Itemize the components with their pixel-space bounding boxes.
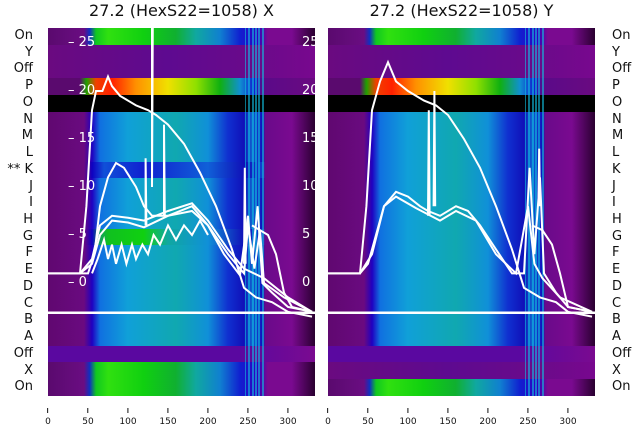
series-line xyxy=(91,218,209,274)
row-label: L xyxy=(25,145,33,161)
row-label: On xyxy=(14,28,33,43)
series-line xyxy=(48,73,313,318)
row-label: P xyxy=(25,78,33,94)
row-label: Y xyxy=(25,44,33,60)
row-label: K xyxy=(612,161,621,177)
row-label: M xyxy=(612,128,624,144)
y-tick-label: 15 xyxy=(302,131,319,146)
row-label: L xyxy=(612,145,620,161)
row-label: F xyxy=(612,245,620,261)
series-line xyxy=(79,202,313,313)
row-label: J xyxy=(29,178,33,194)
row-label: C xyxy=(23,295,33,311)
y-tick-label: – 20 xyxy=(68,83,96,98)
y-tick-label: 20 xyxy=(302,83,319,98)
y-tick-label: – 15 xyxy=(68,131,96,146)
stripe xyxy=(252,28,254,396)
row-label: N xyxy=(612,111,622,127)
x-tick-label: 300 xyxy=(559,408,576,427)
x-tick-label: 100 xyxy=(399,408,416,427)
stripe xyxy=(262,28,264,396)
x-tick-label: 250 xyxy=(239,408,256,427)
x-tick-label: 300 xyxy=(279,408,296,427)
x-tick-label: 150 xyxy=(159,408,176,427)
row-label: C xyxy=(612,295,622,311)
series-line xyxy=(359,195,593,313)
row-label: X xyxy=(612,362,621,378)
x-tick-label: 200 xyxy=(479,408,496,427)
x-tick-label: 50 xyxy=(362,408,373,427)
y-tick-label: – 0 xyxy=(68,275,87,290)
title-y: 27.2 (HexS22=1058) Y xyxy=(369,1,554,20)
row-label: I xyxy=(612,195,616,211)
stripe xyxy=(524,28,527,396)
row-label: M xyxy=(21,128,33,144)
row-label: G xyxy=(612,228,623,244)
x-tick-label: 0 xyxy=(325,408,331,427)
row-label: B xyxy=(24,312,33,328)
row-label: Off xyxy=(612,61,632,77)
x-tick-label: 0 xyxy=(45,408,51,427)
row-label: O xyxy=(22,94,33,110)
row-label: D xyxy=(612,278,623,294)
x-tick-label: 100 xyxy=(119,408,136,427)
row-label: O xyxy=(612,94,623,110)
stripe xyxy=(542,28,544,396)
row-label: P xyxy=(612,78,620,94)
row-label: A xyxy=(612,329,621,345)
row-label: F xyxy=(25,245,33,261)
row-label: ** K xyxy=(7,161,33,177)
row-label: I xyxy=(29,195,33,211)
y-tick-label: – 10 xyxy=(68,179,96,194)
x-tick-label: 150 xyxy=(439,408,456,427)
series-line xyxy=(163,124,166,216)
row-label: Off xyxy=(612,345,632,361)
row-label: B xyxy=(612,312,621,328)
stripe xyxy=(258,28,260,396)
row-label: G xyxy=(22,228,33,244)
row-label: N xyxy=(23,111,33,127)
y-tick-label: 25 xyxy=(302,35,319,50)
row-label: On xyxy=(612,28,631,43)
series-line xyxy=(432,90,437,207)
series-line xyxy=(531,224,593,313)
series-line xyxy=(537,148,541,207)
y-tick-label: 5 xyxy=(302,227,311,242)
stripe xyxy=(248,28,250,396)
row-label: Off xyxy=(13,345,33,361)
stripe xyxy=(255,28,257,396)
stripe xyxy=(535,28,537,396)
row-label: Off xyxy=(13,61,33,77)
row-label: H xyxy=(23,211,33,227)
heatmap-panel-x xyxy=(48,28,315,396)
row-label: H xyxy=(612,211,622,227)
row-label: E xyxy=(612,262,621,278)
row-label: X xyxy=(24,362,33,378)
row-label: On xyxy=(14,379,33,395)
row-label: E xyxy=(24,262,33,278)
x-tick-label: 200 xyxy=(199,408,216,427)
series-line xyxy=(243,167,247,264)
row-label: J xyxy=(612,178,616,194)
series-line xyxy=(144,158,148,226)
series-line xyxy=(328,59,593,318)
row-label: Y xyxy=(612,44,620,60)
x-tick-label: 250 xyxy=(519,408,536,427)
row-label: A xyxy=(24,329,33,345)
heatmap-panel-y xyxy=(328,28,595,396)
x-tick-label: 50 xyxy=(82,408,93,427)
series-line xyxy=(79,205,313,313)
y-tick-label: – 5 xyxy=(68,227,87,242)
series-line xyxy=(251,224,313,313)
row-label: D xyxy=(22,278,33,294)
y-tick-label: 0 xyxy=(302,275,311,290)
series-line xyxy=(427,110,431,216)
y-tick-label: – 25 xyxy=(68,35,96,50)
row-label: On xyxy=(612,379,631,395)
stripe xyxy=(538,28,540,396)
y-tick-label: 10 xyxy=(302,179,319,194)
title-x: 27.2 (HexS22=1058) X xyxy=(89,1,274,20)
series-line xyxy=(151,28,154,188)
